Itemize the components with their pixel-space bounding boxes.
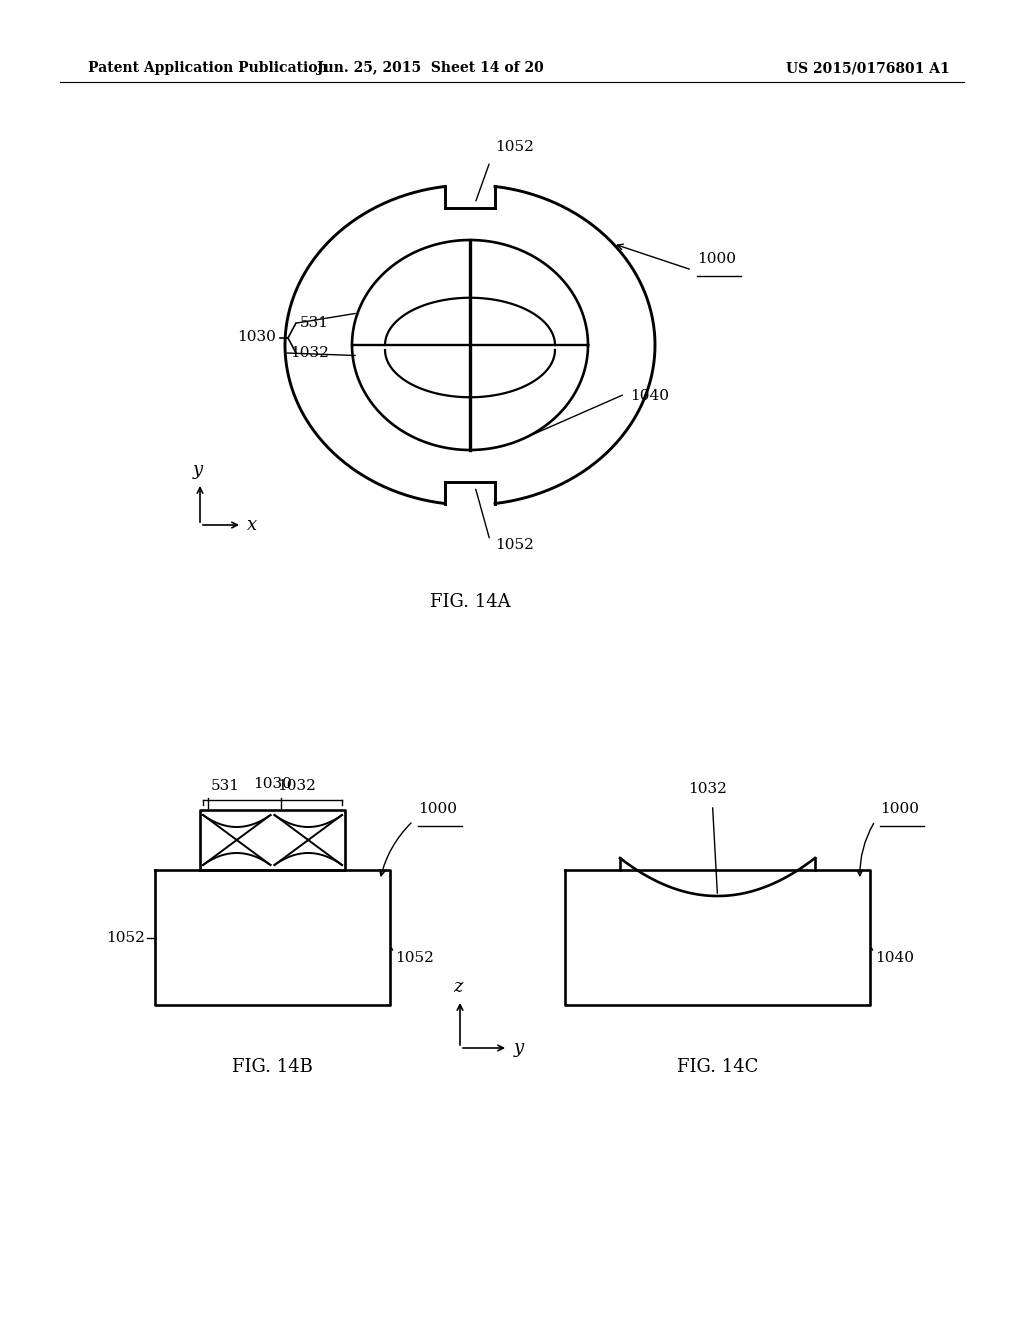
Text: y: y — [514, 1039, 524, 1057]
Text: 1032: 1032 — [290, 346, 329, 360]
Text: FIG. 14A: FIG. 14A — [430, 593, 510, 611]
Text: z: z — [454, 978, 463, 997]
Text: x: x — [247, 516, 257, 535]
Text: 1052: 1052 — [495, 537, 534, 552]
Text: Jun. 25, 2015  Sheet 14 of 20: Jun. 25, 2015 Sheet 14 of 20 — [316, 61, 544, 75]
Text: 1000: 1000 — [880, 803, 919, 816]
Text: 1052: 1052 — [495, 140, 534, 154]
Text: 1052: 1052 — [106, 931, 145, 945]
Text: 1030: 1030 — [237, 330, 275, 345]
Text: 1030: 1030 — [253, 777, 292, 791]
Text: FIG. 14B: FIG. 14B — [232, 1059, 313, 1076]
Text: 1032: 1032 — [278, 779, 316, 793]
Text: FIG. 14C: FIG. 14C — [677, 1059, 758, 1076]
Text: 1000: 1000 — [418, 803, 457, 816]
Text: 1000: 1000 — [697, 252, 736, 267]
Text: 531: 531 — [211, 779, 240, 793]
Text: 1032: 1032 — [688, 781, 727, 796]
Text: US 2015/0176801 A1: US 2015/0176801 A1 — [786, 61, 950, 75]
Text: 1040: 1040 — [874, 950, 914, 965]
Text: 1052: 1052 — [395, 950, 434, 965]
Text: 531: 531 — [300, 315, 329, 330]
Text: 1040: 1040 — [630, 389, 669, 403]
Text: y: y — [193, 461, 203, 479]
Text: Patent Application Publication: Patent Application Publication — [88, 61, 328, 75]
